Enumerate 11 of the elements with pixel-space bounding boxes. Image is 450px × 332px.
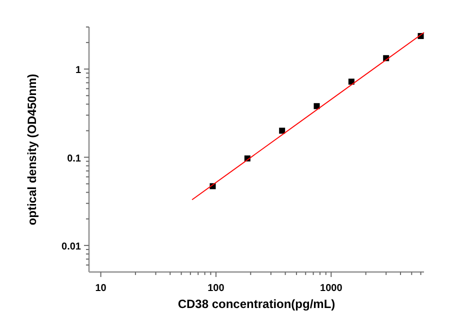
y-tick-label: 0.1	[67, 153, 82, 164]
x-tick-label: 10	[95, 283, 107, 294]
point	[348, 78, 354, 85]
point	[314, 103, 320, 110]
x-tick-label: 100	[208, 283, 225, 294]
y-tick-label: 1	[75, 65, 82, 76]
y-axis-title: optical density (OD450nm)	[25, 74, 39, 226]
x-axis-title: CD38 concentration(pg/mL)	[178, 297, 336, 311]
point	[279, 128, 286, 134]
y-tick-label: 0.01	[62, 241, 82, 252]
x-tick-label: 1000	[320, 283, 343, 294]
